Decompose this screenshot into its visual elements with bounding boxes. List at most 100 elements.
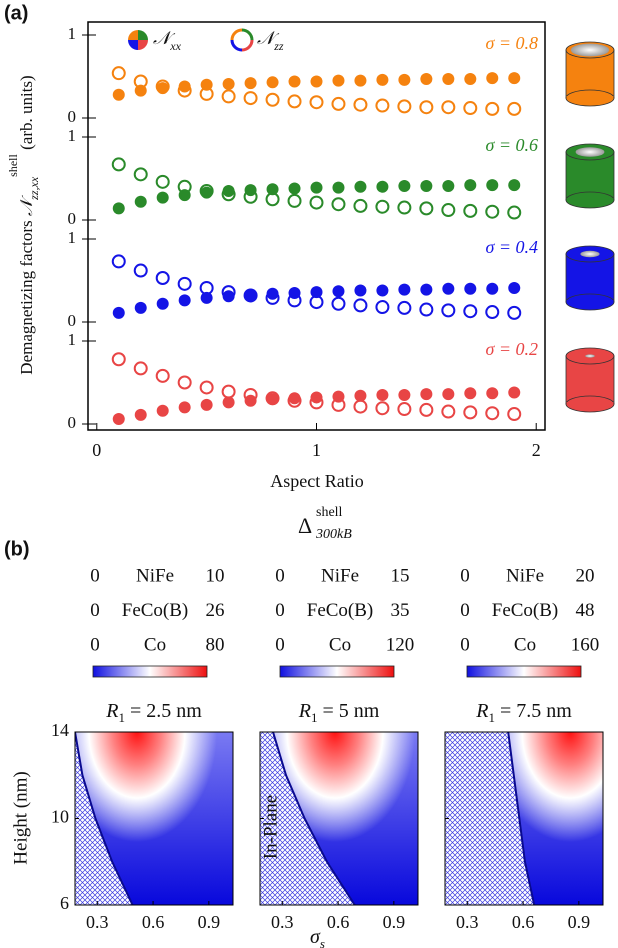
colorbar-title-sup: shell [316,505,343,520]
x-tick-label: 1 [312,440,321,460]
open-marker [419,302,434,317]
open-marker [419,100,434,115]
open-marker [265,391,280,406]
open-marker [397,402,412,417]
open-marker [485,406,500,421]
open-marker [397,99,412,114]
filled-marker [398,388,411,401]
y-label-sup: shell [6,153,20,176]
filled-marker [420,283,433,296]
cylinder-hole [575,147,605,157]
colorbar-max: 35 [391,600,410,621]
open-marker [287,94,302,109]
filled-marker [310,181,323,194]
material: NiFe [136,565,174,586]
colorbar-min: 0 [275,600,285,621]
filled-marker [222,77,235,90]
x-label-symbol: σ [310,926,321,948]
colorbar-min: 0 [275,565,285,586]
open-marker [177,179,192,194]
x-tick-label: 0.3 [271,912,294,932]
title-sub: 1 [118,710,125,725]
open-marker [287,393,302,408]
open-marker [243,288,258,303]
material: Co [514,634,536,655]
colorbar-max: 10 [206,565,225,586]
open-marker [309,295,324,310]
y-axis-label: Demagnetizing factors 𝒩zz,xxshell (arb. … [6,75,41,374]
x-axis-label: Aspect Ratio [270,471,363,491]
x-label-sub: s [320,936,325,948]
open-marker [353,97,368,112]
y-tick-label: 1 [68,126,77,145]
filled-marker [354,389,367,402]
filled-marker [486,387,499,400]
filled-marker [486,179,499,192]
filled-marker [288,182,301,195]
filled-marker [508,281,521,294]
colorbar-max: 26 [206,600,225,621]
legend-marker [241,28,254,41]
colorbar-max: 20 [576,565,595,586]
filled-marker [398,179,411,192]
y-tick-label: 1 [68,330,77,349]
heatmap [445,732,603,905]
open-marker [221,89,236,104]
annotation: In-Plane [260,795,281,859]
x-tick-label: 0.9 [383,912,406,932]
open-marker [177,276,192,291]
open-marker [441,303,456,318]
material: NiFe [506,565,544,586]
filled-marker [354,284,367,297]
open-marker [155,271,170,286]
filled-marker [442,388,455,401]
filled-marker [332,181,345,194]
x-tick-label: 0 [92,440,101,460]
open-marker [243,189,258,204]
open-marker [309,395,324,410]
filled-marker [310,286,323,299]
filled-marker [222,396,235,409]
open-marker [353,298,368,313]
open-marker [507,205,522,220]
open-marker [441,100,456,115]
open-marker [507,101,522,116]
filled-marker [310,391,323,404]
y-tick-label: 1 [68,228,77,247]
open-marker [133,74,148,89]
panel-title: R1 = 2.5 nm [105,700,202,726]
colorbar-min: 0 [90,565,100,586]
colorbar-min: 0 [90,634,100,655]
open-marker [485,305,500,320]
open-marker [199,280,214,295]
filled-marker [398,283,411,296]
cylinder-icon [565,143,615,209]
boundary-line [272,732,356,905]
legend-sub: xx [169,39,181,53]
open-marker [265,290,280,305]
material: FeCo(B) [122,600,189,621]
x-tick-label: 0.9 [568,912,591,932]
colorbar-min: 0 [460,600,470,621]
open-marker [463,304,478,319]
cylinder-icon [565,245,615,311]
x-axis-label: σs [310,926,325,948]
filled-marker [156,404,169,417]
filled-marker [134,195,147,208]
filled-marker [508,386,521,399]
open-marker [463,203,478,218]
cylinder-hole [570,43,610,57]
colorbar-min: 0 [460,634,470,655]
open-marker [485,101,500,116]
panel-title: R1 = 5 nm [298,700,380,726]
cylinder-cover [566,300,614,303]
open-marker [419,402,434,417]
in-plane-region [75,732,133,905]
open-marker [463,101,478,116]
open-marker [397,200,412,215]
annotation: σ = 0.2 [485,339,538,359]
filled-marker [112,88,125,101]
y-axis-label: Height (nm) [10,771,31,864]
filled-marker [464,72,477,85]
